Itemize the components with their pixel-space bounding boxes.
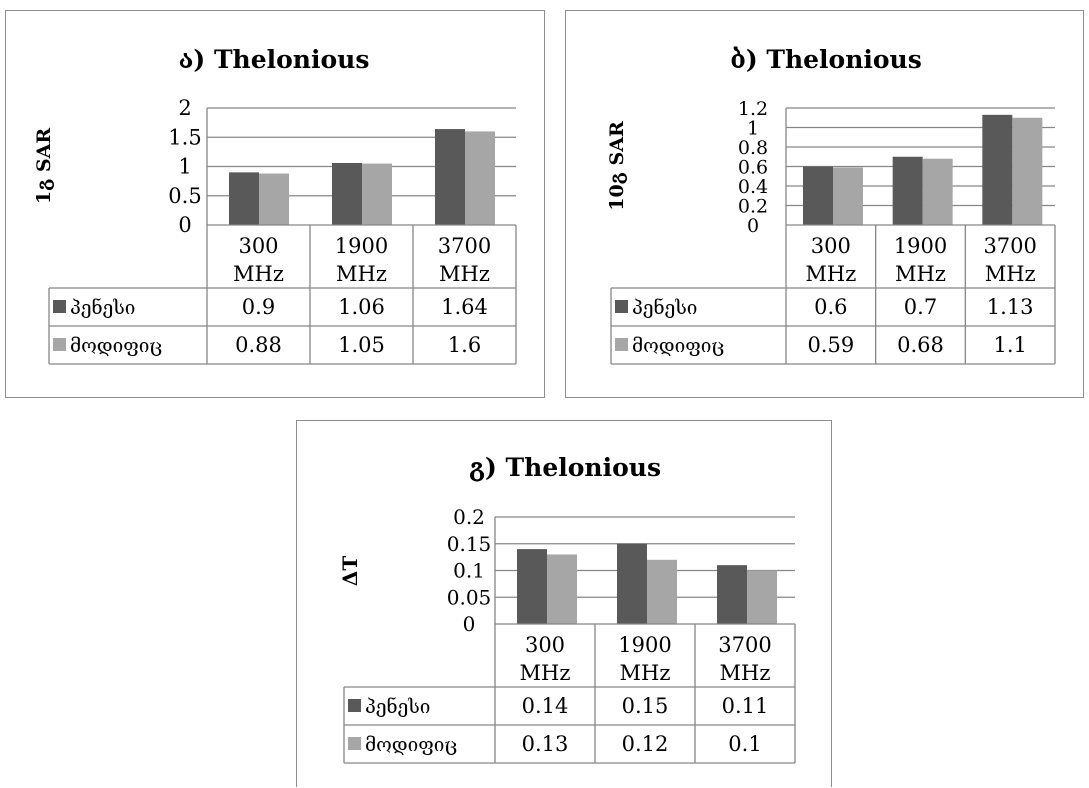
chart-title: ა) Thelonious (179, 45, 370, 74)
data-label: 0.1 (728, 732, 761, 756)
x-category-label: 1900 MHz (894, 234, 947, 286)
data-label: 1.05 (338, 333, 385, 357)
y-tick-label: 1.5 (168, 125, 201, 149)
bar (892, 156, 923, 225)
data-label: 0.59 (807, 333, 854, 357)
y-tick-label: 2 (178, 96, 191, 120)
bar (717, 565, 747, 624)
data-label: 0.88 (235, 333, 282, 357)
y-axis-label: 1გ SAR (33, 128, 55, 205)
bar (547, 554, 577, 624)
data-label: 0.68 (897, 333, 944, 357)
bar (617, 543, 647, 624)
bar (747, 570, 777, 624)
y-tick-label: 0.4 (738, 176, 768, 198)
chart-title: გ) Thelonious (469, 453, 661, 482)
data-label: 1.06 (338, 295, 385, 319)
legend-label: პენესი (632, 297, 697, 319)
bar (833, 167, 863, 225)
y-tick-label: 0.15 (447, 532, 492, 556)
data-label: 1.6 (448, 333, 481, 357)
data-label: 0.11 (722, 694, 769, 718)
data-label: 1.1 (993, 333, 1026, 357)
bar (465, 131, 495, 225)
data-label: 0.6 (814, 295, 847, 319)
chart-panel-c: გ) Thelonious ΔT 0.2 0.15 0.1 0.05 0 300 MHz 1900… (296, 420, 832, 787)
legend-swatch (348, 737, 361, 750)
x-category-label: 300 MHz (520, 633, 571, 685)
y-tick-label: 0 (463, 612, 476, 636)
chart-panel-b: ბ) Thelonious 10გ SAR 1.2 1 0.8 0.6 0.4 0.2 0 300… (565, 10, 1084, 398)
legend-swatch (615, 338, 628, 351)
legend-swatch (348, 699, 361, 712)
chart-panel-a: ა) Thelonious 1გ SAR 2 1.5 1 0.5 0 300 MHz 1900 MH… (5, 10, 545, 398)
data-label: 1.64 (441, 295, 488, 319)
x-category-label: 1900 MHz (335, 234, 388, 286)
bar (517, 549, 547, 624)
bar (922, 158, 953, 225)
y-tick-label: 0.05 (447, 585, 492, 609)
x-category-label: 3700 MHz (718, 633, 771, 685)
legend-label: პენესი (70, 297, 135, 319)
chart-svg-0: ა) Thelonious 1გ SAR 2 1.5 1 0.5 0 300 MHz 1900 MH… (33, 45, 517, 365)
x-category-label: 3700 MHz (983, 234, 1036, 286)
legend-swatch (53, 300, 66, 313)
y-axis-label: ΔT (338, 556, 362, 587)
y-axis-label: 10გ SAR (606, 121, 628, 211)
data-label: 1.13 (987, 295, 1034, 319)
y-tick-label: 1 (178, 155, 191, 179)
bar (647, 559, 677, 624)
legend-label: მოდიფიც (70, 335, 162, 357)
x-category-label: 1900 MHz (618, 633, 671, 685)
data-label: 0.14 (522, 694, 569, 718)
legend-label: მოდიფიც (632, 335, 724, 357)
y-tick-label: 0 (747, 215, 759, 237)
y-tick-label: 1.2 (738, 98, 768, 120)
bar (435, 129, 465, 225)
y-tick-label: 0.1 (453, 559, 485, 583)
y-tick-label: 1 (747, 118, 759, 140)
data-label: 0.9 (242, 295, 275, 319)
x-category-label: 300 MHz (233, 234, 284, 286)
bar (1012, 117, 1043, 225)
legend-swatch (53, 338, 66, 351)
legend-label: მოდიფიც (365, 734, 457, 756)
legend-swatch (615, 300, 628, 313)
bar (362, 163, 392, 225)
y-tick-label: 0.6 (738, 157, 768, 179)
data-label: 0.13 (522, 732, 569, 756)
bar (259, 173, 289, 225)
y-tick-label: 0.2 (453, 505, 485, 529)
data-label: 0.7 (904, 295, 937, 319)
y-tick-label: 0.2 (738, 196, 768, 218)
x-category-label: 3700 MHz (438, 234, 491, 286)
x-category-label: 300 MHz (805, 234, 856, 286)
legend-label: პენესი (365, 696, 430, 718)
y-tick-label: 0 (178, 213, 191, 237)
bar (803, 166, 833, 225)
bar (332, 162, 362, 225)
data-label: 0.12 (622, 732, 669, 756)
y-tick-label: 0.5 (168, 184, 201, 208)
bar (229, 172, 259, 225)
chart-title: ბ) Thelonious (730, 45, 922, 74)
bar (982, 114, 1013, 225)
y-tick-label: 0.8 (738, 137, 768, 159)
data-label: 0.15 (622, 694, 669, 718)
